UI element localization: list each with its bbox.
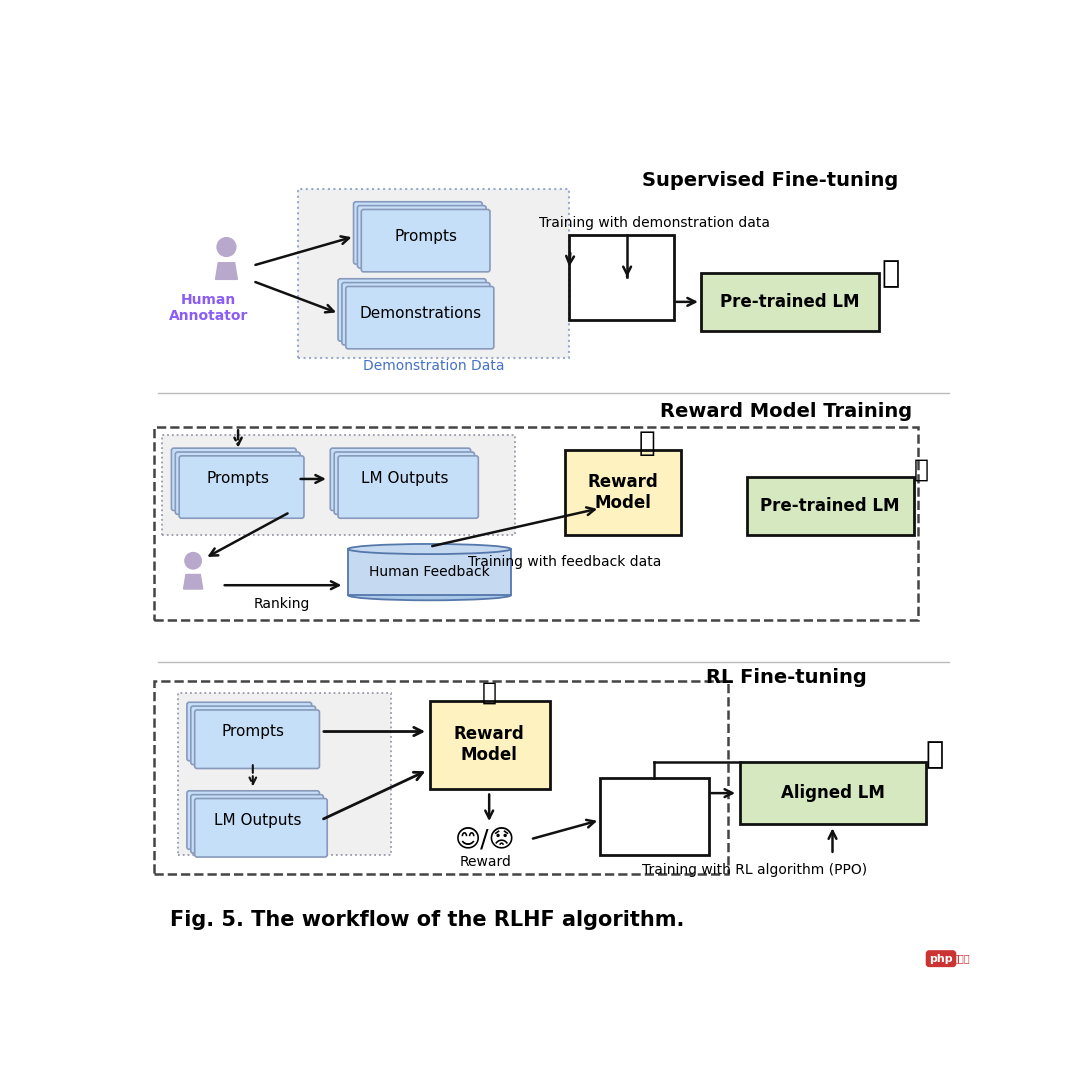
Text: Training with feedback data: Training with feedback data — [469, 555, 662, 570]
Text: LM Outputs: LM Outputs — [361, 471, 448, 487]
Bar — [430, 700, 550, 789]
Text: Prompts: Prompts — [394, 229, 457, 244]
Bar — [701, 274, 879, 332]
Text: Demonstration Data: Demonstration Data — [363, 359, 504, 373]
Text: 🔥: 🔥 — [638, 429, 654, 457]
Text: Training with demonstration data: Training with demonstration data — [539, 216, 770, 230]
Text: Reward
Model: Reward Model — [588, 473, 659, 512]
Text: Pre-trained LM: Pre-trained LM — [760, 496, 900, 515]
FancyBboxPatch shape — [334, 452, 474, 514]
FancyBboxPatch shape — [346, 287, 494, 349]
Circle shape — [217, 238, 235, 256]
Text: Training with RL algorithm (PPO): Training with RL algorithm (PPO) — [643, 863, 867, 877]
FancyBboxPatch shape — [357, 205, 486, 268]
Bar — [348, 549, 511, 596]
Polygon shape — [184, 575, 203, 589]
Bar — [298, 189, 569, 358]
FancyBboxPatch shape — [353, 202, 482, 264]
Text: Pre-trained LM: Pre-trained LM — [720, 292, 860, 311]
Text: Fig. 5. The workflow of the RLHF algorithm.: Fig. 5. The workflow of the RLHF algorit… — [170, 910, 685, 931]
FancyBboxPatch shape — [191, 794, 323, 853]
Text: Supervised Fine-tuning: Supervised Fine-tuning — [643, 171, 899, 191]
Ellipse shape — [348, 590, 511, 600]
Bar — [569, 235, 674, 320]
Text: 🧊: 🧊 — [482, 681, 497, 705]
Bar — [162, 435, 515, 536]
FancyBboxPatch shape — [194, 710, 320, 768]
Bar — [177, 693, 391, 854]
FancyBboxPatch shape — [362, 209, 490, 272]
Text: Reward: Reward — [459, 855, 511, 870]
FancyBboxPatch shape — [342, 283, 490, 345]
Text: RL Fine-tuning: RL Fine-tuning — [705, 668, 866, 687]
Text: Reward
Model: Reward Model — [454, 726, 525, 764]
Bar — [154, 682, 728, 874]
Text: 😊/😟: 😊/😟 — [455, 827, 515, 851]
Bar — [740, 763, 926, 824]
Text: Demonstrations: Demonstrations — [360, 305, 482, 321]
Bar — [747, 478, 914, 536]
FancyBboxPatch shape — [191, 706, 315, 765]
Text: Human Feedback: Human Feedback — [369, 565, 490, 579]
Circle shape — [185, 552, 201, 568]
Bar — [565, 451, 681, 536]
FancyBboxPatch shape — [338, 279, 486, 341]
Text: 🔥: 🔥 — [926, 740, 944, 769]
Text: Aligned LM: Aligned LM — [781, 784, 885, 802]
FancyBboxPatch shape — [187, 703, 312, 760]
Text: LM Outputs: LM Outputs — [214, 813, 301, 828]
Ellipse shape — [348, 544, 511, 554]
FancyBboxPatch shape — [179, 456, 303, 518]
FancyBboxPatch shape — [338, 456, 478, 518]
Bar — [600, 778, 708, 854]
FancyBboxPatch shape — [172, 448, 296, 511]
FancyBboxPatch shape — [175, 452, 300, 514]
Text: Ranking: Ranking — [254, 598, 310, 611]
FancyBboxPatch shape — [330, 448, 471, 511]
Text: php: php — [929, 954, 953, 963]
Text: Reward Model Training: Reward Model Training — [660, 403, 913, 421]
Text: 🧊: 🧊 — [914, 458, 929, 482]
Text: Prompts: Prompts — [221, 724, 284, 739]
Text: Prompts: Prompts — [206, 471, 270, 487]
FancyBboxPatch shape — [194, 799, 327, 858]
Text: Human
Annotator: Human Annotator — [168, 292, 248, 323]
Polygon shape — [216, 263, 238, 279]
Bar — [154, 428, 918, 620]
Text: 中文网: 中文网 — [953, 954, 970, 963]
Text: 🔥: 🔥 — [881, 259, 900, 288]
FancyBboxPatch shape — [187, 791, 320, 849]
